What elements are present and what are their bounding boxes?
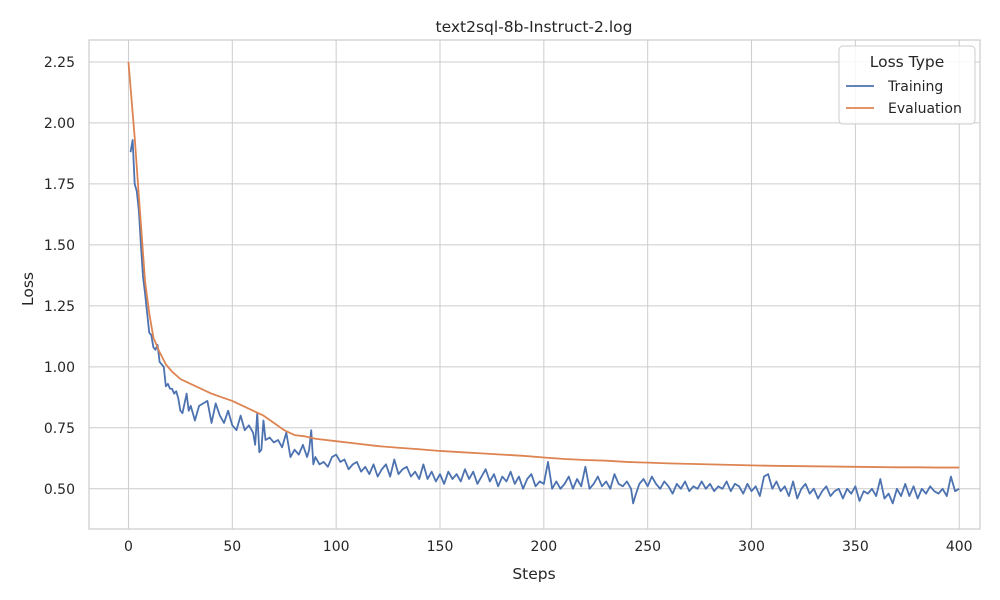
y-tick-label: 1.50	[44, 238, 75, 254]
x-tick-label: 250	[634, 539, 661, 555]
legend: Loss Type Training Evaluation	[838, 45, 976, 125]
x-tick-label: 350	[842, 539, 869, 555]
series-line-training	[129, 139, 960, 505]
legend-box	[838, 45, 976, 125]
y-tick-label: 1.25	[44, 299, 75, 315]
y-tick-label: 1.00	[44, 360, 75, 376]
x-tick-label: 0	[124, 539, 133, 555]
x-tick-label: 50	[223, 539, 241, 555]
series-lines	[127, 61, 960, 505]
y-tick-label: 2.00	[44, 116, 75, 132]
x-tick-label: 400	[946, 539, 973, 555]
series-line-evaluation	[127, 61, 960, 469]
x-tick-label: 100	[323, 539, 350, 555]
legend-label-evaluation: Evaluation	[888, 101, 962, 117]
tick-labels: 0 50 100 150 200 250 300 350 400 0.50 0.75 1.00 1.25…	[44, 55, 973, 555]
y-axis-label: Loss	[19, 272, 37, 306]
legend-label-training: Training	[887, 79, 943, 95]
legend-title: Loss Type	[870, 53, 945, 71]
y-tick-label: 1.75	[44, 177, 75, 193]
y-tick-label: 0.50	[44, 482, 75, 498]
x-tick-label: 150	[427, 539, 454, 555]
chart-title: text2sql-8b-Instruct-2.log	[436, 18, 633, 36]
x-tick-label: 300	[738, 539, 765, 555]
y-tick-label: 0.75	[44, 421, 75, 437]
plot-frame	[88, 39, 981, 530]
x-axis-label: Steps	[512, 565, 555, 583]
x-tick-label: 200	[530, 539, 557, 555]
y-tick-label: 2.25	[44, 55, 75, 71]
